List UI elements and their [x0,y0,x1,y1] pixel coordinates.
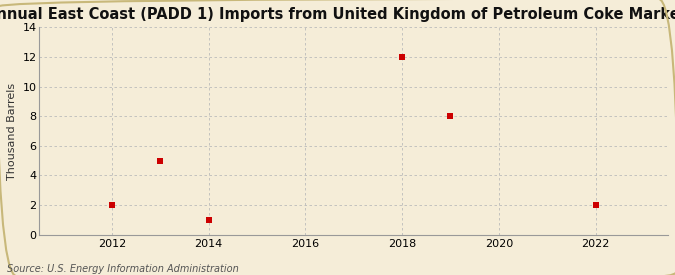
Point [397,55,408,59]
Point [203,218,214,222]
Title: Annual East Coast (PADD 1) Imports from United Kingdom of Petroleum Coke Marketa: Annual East Coast (PADD 1) Imports from … [0,7,675,22]
Text: Source: U.S. Energy Information Administration: Source: U.S. Energy Information Administ… [7,264,238,274]
Y-axis label: Thousand Barrels: Thousand Barrels [7,82,17,180]
Point [590,203,601,207]
Point [155,158,165,163]
Point [445,114,456,118]
Point [107,203,117,207]
